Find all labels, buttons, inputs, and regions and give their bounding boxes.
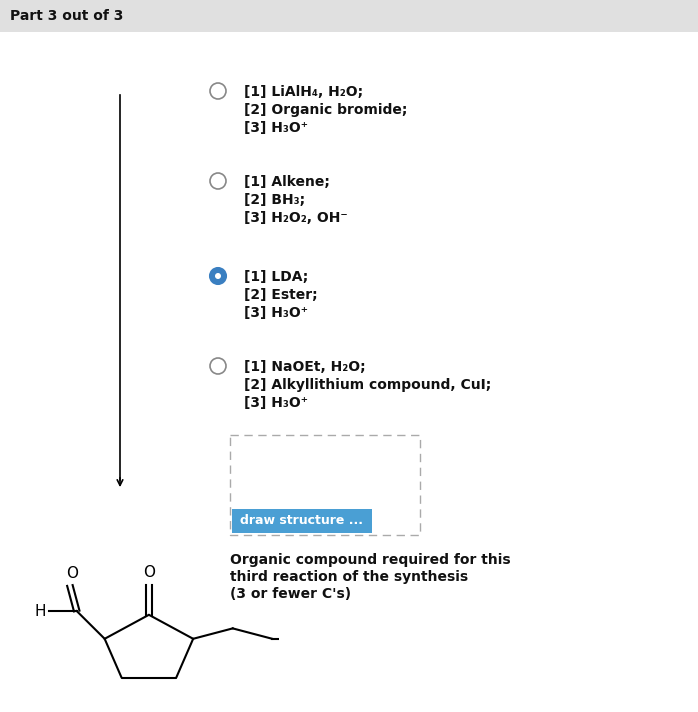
Circle shape [215, 273, 221, 279]
Text: [2] Alkyllithium compound, CuI;: [2] Alkyllithium compound, CuI; [244, 378, 491, 392]
Text: [2] Organic bromide;: [2] Organic bromide; [244, 103, 408, 117]
Circle shape [210, 83, 226, 99]
Text: O: O [143, 565, 155, 580]
Circle shape [210, 268, 226, 284]
Text: third reaction of the synthesis: third reaction of the synthesis [230, 570, 468, 584]
Text: [1] LiAlH₄, H₂O;: [1] LiAlH₄, H₂O; [244, 85, 363, 99]
Text: O: O [66, 566, 78, 581]
Text: [2] BH₃;: [2] BH₃; [244, 193, 305, 207]
Circle shape [210, 173, 226, 189]
Text: [1] LDA;: [1] LDA; [244, 270, 309, 284]
Text: Organic compound required for this: Organic compound required for this [230, 553, 511, 567]
Text: [3] H₃O⁺: [3] H₃O⁺ [244, 121, 308, 135]
Text: Part 3 out of 3: Part 3 out of 3 [10, 9, 124, 23]
Text: [2] Ester;: [2] Ester; [244, 288, 318, 302]
Text: [1] Alkene;: [1] Alkene; [244, 175, 330, 189]
Bar [230, 435, 420, 535]
Text: (3 or fewer C's): (3 or fewer C's) [230, 587, 351, 601]
Text: [3] H₂O₂, OH⁻: [3] H₂O₂, OH⁻ [244, 211, 348, 225]
Text: draw structure ...: draw structure ... [241, 515, 364, 528]
Circle shape [210, 358, 226, 374]
Bar [232, 509, 372, 533]
Text: [3] H₃O⁺: [3] H₃O⁺ [244, 306, 308, 320]
Text: [1] NaOEt, H₂O;: [1] NaOEt, H₂O; [244, 360, 366, 374]
Text: [3] H₃O⁺: [3] H₃O⁺ [244, 396, 308, 410]
Bar [0, 0, 698, 32]
Text: H: H [35, 604, 46, 619]
